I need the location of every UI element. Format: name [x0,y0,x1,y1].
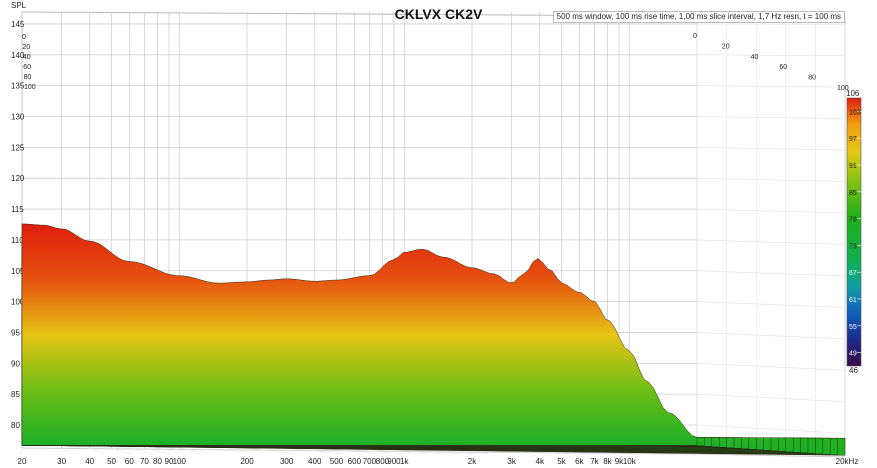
side-wall-gridline [696,270,846,277]
floor-gridline [61,447,71,455]
x-tick-label: 90 [165,457,174,466]
colorbar-max-label: 106 [846,89,860,98]
y-tick-label: 115 [11,205,24,214]
y-tick-label: 110 [11,236,24,245]
x-tick-label: 800 [376,457,390,466]
x-tick-label: 6k [575,457,584,466]
y-tick-label: 95 [11,328,20,337]
y-tick-label: 135 [11,82,25,91]
x-tick-label: 70 [140,457,149,466]
floor-gridline [168,447,202,455]
colorbar-tick-label: 73 [849,243,857,250]
y-tick-label: 90 [11,359,20,368]
x-tick-label: 100 [173,457,187,466]
waterfall-slice [21,223,698,446]
x-tick-label: 3k [507,457,516,466]
colorbar-min-label: 46 [849,366,858,375]
x-tick-label: 8k [603,457,612,466]
colorbar-tick-label: 67 [849,270,857,277]
side-wall-gridline [696,393,846,403]
x-tick-label: 60 [125,457,134,466]
y-tick-label: 105 [11,267,25,276]
colorbar-tick-label: 91 [849,163,857,170]
time-left-label: 60 [23,64,31,71]
y-tick-label: 140 [11,51,25,60]
x-tick-label: 40 [85,457,94,466]
floor-gridline [89,447,105,455]
chart-settings-caption: 500 ms window, 100 ms rise time, 1,00 ms… [552,11,845,23]
side-wall-gridline [696,54,846,56]
y-tick-label: 85 [11,390,20,399]
side-wall-gridline [696,424,846,434]
side-wall-gridline [696,177,846,182]
side-wall-gridline [696,147,846,151]
floor-right-edge [696,453,846,458]
time-left-label: 20 [22,44,30,51]
time-tick-label: 40 [751,54,759,61]
time-left-label: 40 [23,54,31,61]
colorbar-tick-label: 97 [849,136,857,143]
side-wall-gridline [696,332,846,340]
floor-gridline [111,447,132,455]
x-tick-label: 50 [107,457,116,466]
x-tick-label: 400 [308,457,322,466]
floor-gridline [179,447,214,455]
side-wall-gridline [696,363,846,371]
colorbar-tick-label: 61 [849,297,857,304]
x-tick-label: 700 [363,457,377,466]
colorbar-tick-label: 49 [849,351,857,358]
x-tick-label: 10k [623,457,637,466]
y-tick-label: 130 [11,113,25,122]
time-tick-label: 60 [779,64,787,71]
y-tick-label: 100 [11,298,25,307]
colorbar-tick-label: 103 [849,109,861,116]
floor-front-edge [21,447,698,455]
y-tick-label: 120 [11,174,25,183]
colorbar-tick-label: 85 [849,190,857,197]
x-tick-label: 300 [280,457,294,466]
time-left-label: 100 [24,84,36,91]
floor-gridline [157,447,188,455]
x-tick-label: 80 [153,457,162,466]
floor-gridline [286,447,345,455]
floor-gridline [246,447,297,455]
side-wall-gridline [696,116,846,119]
x-tick-label: 4k [536,457,545,466]
colorbar-tick-label: 55 [849,324,857,331]
time-left-label: 0 [22,34,26,41]
colorbar-tick-label: 79 [849,217,857,224]
x-tick-label: 20 [18,457,27,466]
x-tick-label: 9k [615,457,624,466]
side-wall-gridline [696,208,846,214]
x-tick-label: 1k [400,457,409,466]
y-axis-label: SPL [11,1,27,10]
time-tick-label: 100 [837,85,849,92]
time-tick-label: 20 [722,43,730,50]
x-tick-label: 600 [348,457,362,466]
y-tick-label: 145 [11,20,25,29]
x-tick-label: 30 [57,457,66,466]
x-tick-label: 900 [387,457,401,466]
side-wall-gridline [696,239,846,245]
y-tick-label: 125 [11,143,25,152]
side-wall-gridline [696,85,846,88]
time-left-label: 80 [24,74,32,81]
x-tick-label: 5k [557,457,566,466]
x-tick-label: 2k [468,457,477,466]
chart-title: CKLVX CK2V [394,6,483,22]
floor-gridline [144,447,172,455]
x-tick-label: 20kHz [836,457,859,466]
floor-gridline [129,447,153,455]
time-tick-label: 80 [808,75,816,82]
x-tick-label: 7k [590,457,599,466]
x-tick-label: 200 [240,457,254,466]
side-wall-gridline [696,301,846,308]
y-tick-label: 80 [11,421,20,430]
time-tick-label: 0 [693,33,697,40]
x-tick-label: 500 [330,457,344,466]
